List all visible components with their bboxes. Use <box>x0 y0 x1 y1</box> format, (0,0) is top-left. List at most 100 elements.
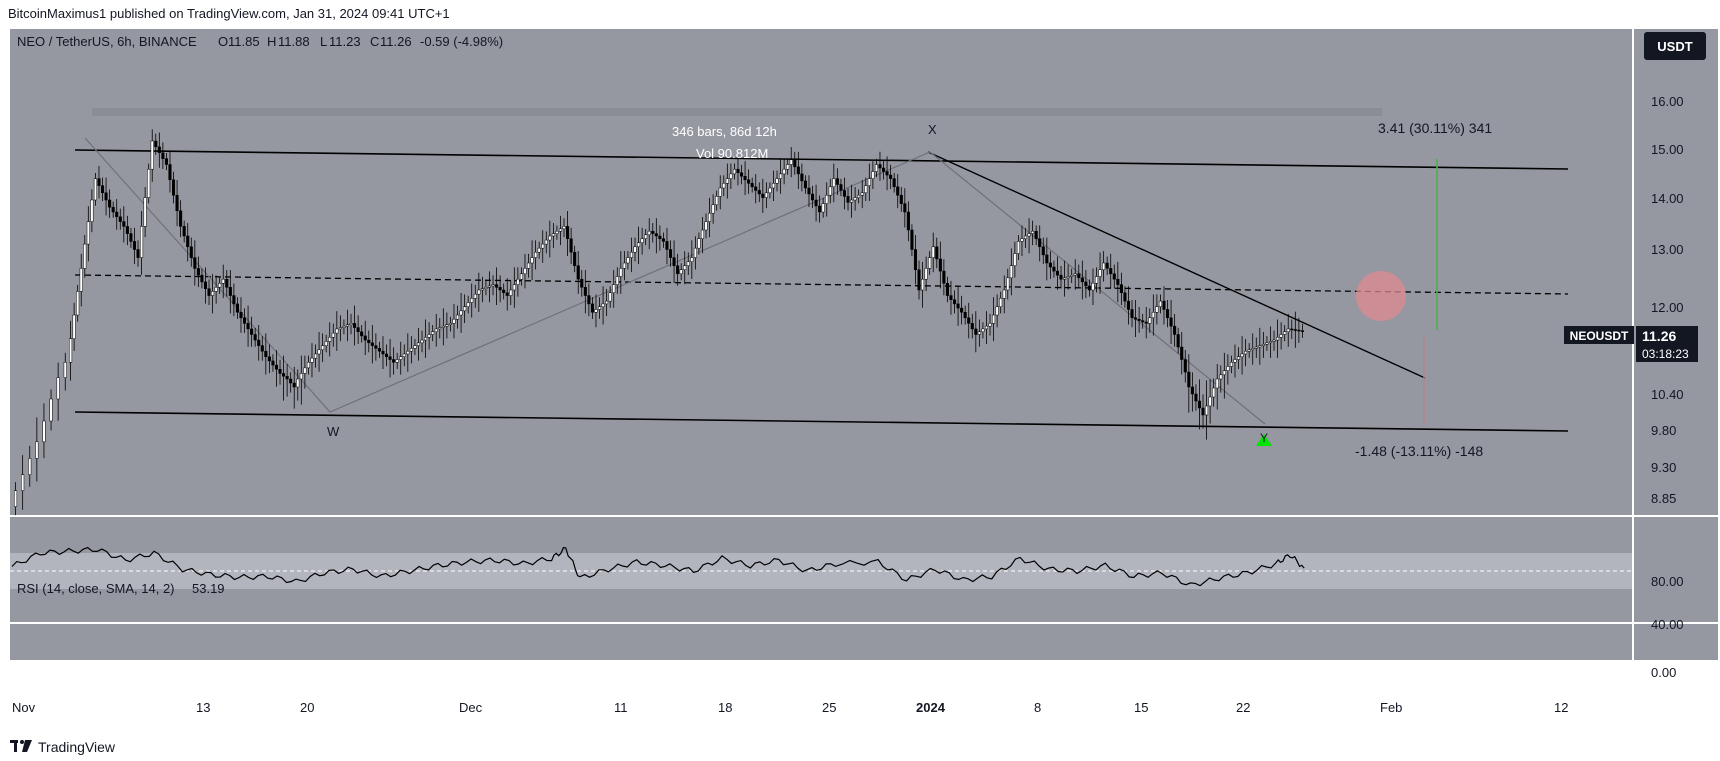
candle <box>246 323 250 330</box>
candle <box>104 192 108 201</box>
candle <box>28 458 32 475</box>
candle <box>1290 328 1294 331</box>
currency-button[interactable] <box>1644 32 1706 60</box>
candle <box>1268 341 1273 344</box>
time-ticks: Nov 13 20 Dec 11 18 25 2024 8 15 22 Feb … <box>12 700 1568 715</box>
candle <box>871 171 875 179</box>
candle <box>885 171 889 176</box>
chart-svg[interactable]: 346 bars, 86d 12h Vol 90.812M 3.41 (30.1… <box>0 26 1720 726</box>
price-tick: 8.85 <box>1651 491 1676 506</box>
candle <box>168 164 172 181</box>
candle <box>306 362 310 369</box>
candle <box>938 258 942 272</box>
candle <box>818 205 822 213</box>
candle <box>889 174 893 179</box>
candle <box>857 194 861 198</box>
candle <box>874 164 878 172</box>
candle <box>647 230 651 236</box>
price-tag-countdown: 03:18:23 <box>1642 347 1689 361</box>
candle <box>665 241 669 250</box>
candle <box>807 187 811 195</box>
candle <box>683 265 687 270</box>
candle <box>331 332 335 338</box>
candle <box>1066 276 1070 279</box>
price-axis[interactable] <box>1634 29 1718 515</box>
candle <box>434 328 438 332</box>
candle <box>1105 262 1109 269</box>
candle <box>566 226 570 239</box>
candle <box>839 184 843 191</box>
candle <box>1205 405 1209 416</box>
symbol-tag-label: NEOUSDT <box>1570 329 1629 343</box>
candle <box>718 187 722 197</box>
candle <box>523 268 527 275</box>
candle <box>491 284 495 287</box>
chart-area[interactable]: 346 bars, 86d 12h Vol 90.812M 3.41 (30.1… <box>0 26 1720 726</box>
candle <box>345 324 350 327</box>
candle <box>1215 378 1219 389</box>
candle <box>761 193 765 198</box>
candle <box>299 373 303 380</box>
candle <box>463 306 467 312</box>
candle <box>63 362 67 378</box>
candle <box>715 196 719 206</box>
candle <box>917 269 921 291</box>
candle <box>881 167 886 172</box>
candle <box>1084 281 1088 287</box>
time-axis[interactable] <box>10 624 1632 660</box>
rsi-label: RSI (14, close, SMA, 14, 2) <box>17 581 175 596</box>
legend-h-value: 11.88 <box>278 34 310 49</box>
candle <box>835 178 839 185</box>
candle <box>796 166 800 175</box>
candle <box>690 257 694 262</box>
candle <box>367 339 371 344</box>
candle <box>1258 345 1262 348</box>
candle <box>143 197 147 227</box>
candle <box>406 350 410 355</box>
candle <box>1006 277 1010 291</box>
candle <box>157 146 161 153</box>
candle <box>1077 273 1081 279</box>
candle <box>21 474 25 491</box>
candle <box>1272 339 1276 342</box>
candle <box>725 178 729 184</box>
candle <box>988 323 992 327</box>
candle <box>303 367 307 374</box>
rsi-axis[interactable] <box>1634 517 1718 622</box>
tradingview-brand[interactable]: TradingView <box>38 739 116 755</box>
candle <box>1094 276 1099 284</box>
candle <box>637 242 641 248</box>
candle <box>470 298 474 303</box>
candle <box>736 168 740 173</box>
tradingview-logo-icon[interactable] <box>10 740 32 752</box>
candle <box>619 268 623 277</box>
candle <box>498 287 502 291</box>
top-bar: BitcoinMaximus1 published on TradingView… <box>0 0 1720 26</box>
candle <box>136 249 140 258</box>
candle <box>1141 320 1145 323</box>
candle <box>264 350 268 357</box>
time-tick: 22 <box>1236 700 1250 715</box>
candle <box>289 378 293 384</box>
candle <box>1116 278 1120 285</box>
candle <box>1091 283 1095 291</box>
candle <box>1293 329 1297 331</box>
candle <box>1155 306 1159 313</box>
candle <box>1180 346 1184 360</box>
candle <box>1137 318 1141 321</box>
candle <box>459 310 463 316</box>
candle <box>97 178 101 186</box>
candle <box>1009 265 1013 279</box>
legend-symbol[interactable]: NEO / TetherUS, 6h, BINANCE <box>17 34 197 49</box>
candle <box>644 234 648 239</box>
candle <box>250 328 254 335</box>
candle <box>622 262 626 269</box>
candle <box>115 211 119 218</box>
candle <box>1151 312 1155 319</box>
candle <box>800 173 804 182</box>
candle <box>1041 246 1045 256</box>
candle <box>1183 359 1187 373</box>
candle <box>399 356 403 360</box>
candle <box>537 247 541 253</box>
candle <box>313 353 318 359</box>
